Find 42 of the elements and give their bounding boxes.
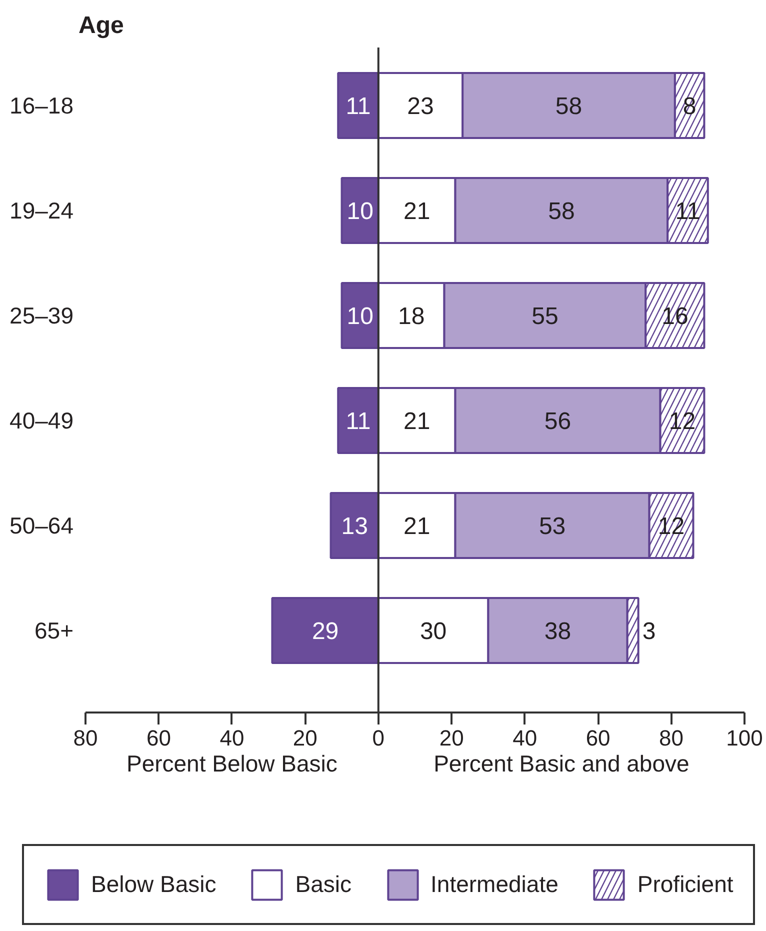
text: Percent Below Basic — [126, 750, 338, 776]
x-tick-label: 60 — [146, 726, 171, 750]
legend-label: Proficient — [637, 871, 734, 898]
data-label: 58 — [555, 93, 582, 120]
data-label: 30 — [420, 618, 447, 645]
data-label: 23 — [407, 93, 434, 120]
data-label: 56 — [544, 408, 572, 435]
data-label: 21 — [403, 198, 430, 225]
legend-label: Below Basic — [91, 871, 216, 898]
data-label: 21 — [403, 513, 430, 540]
legend-label: Intermediate — [430, 871, 558, 898]
data-label: 58 — [548, 198, 575, 225]
y-tick-label: 25–39 — [10, 302, 74, 328]
data-label: 10 — [346, 198, 374, 225]
data-label: 3 — [642, 618, 656, 645]
data-label: 10 — [346, 303, 374, 330]
x-tick-label: 40 — [512, 726, 538, 750]
x-tick-label: 60 — [586, 726, 610, 750]
data-label: 18 — [398, 303, 425, 330]
y-tick-label: 19–24 — [10, 198, 74, 224]
x-tick-label: 100 — [726, 726, 763, 750]
x-tick-label: 20 — [439, 726, 464, 750]
data-label: 11 — [346, 93, 371, 120]
data-label: 13 — [341, 513, 368, 540]
y-axis-title: Age — [78, 12, 124, 39]
y-tick-label: 65+ — [34, 618, 74, 644]
data-label: 21 — [403, 408, 430, 435]
text: Percent Basic and above — [434, 750, 690, 776]
x-tick-label: 80 — [659, 726, 684, 750]
data-label: 55 — [532, 303, 558, 330]
x-tick-label: 20 — [292, 726, 318, 750]
data-label: 29 — [312, 618, 339, 645]
x-tick-label: 80 — [73, 726, 98, 750]
x-tick-label: 0 — [372, 726, 385, 750]
x-tick-label: 40 — [220, 726, 244, 750]
legend-label: Basic — [295, 871, 352, 898]
y-tick-label: 40–49 — [10, 408, 74, 434]
y-tick-label: 50–64 — [10, 512, 74, 538]
data-label: 38 — [544, 618, 572, 645]
y-tick-label: 16–18 — [10, 92, 74, 118]
data-label: 11 — [346, 408, 371, 435]
data-label: 53 — [538, 513, 566, 540]
